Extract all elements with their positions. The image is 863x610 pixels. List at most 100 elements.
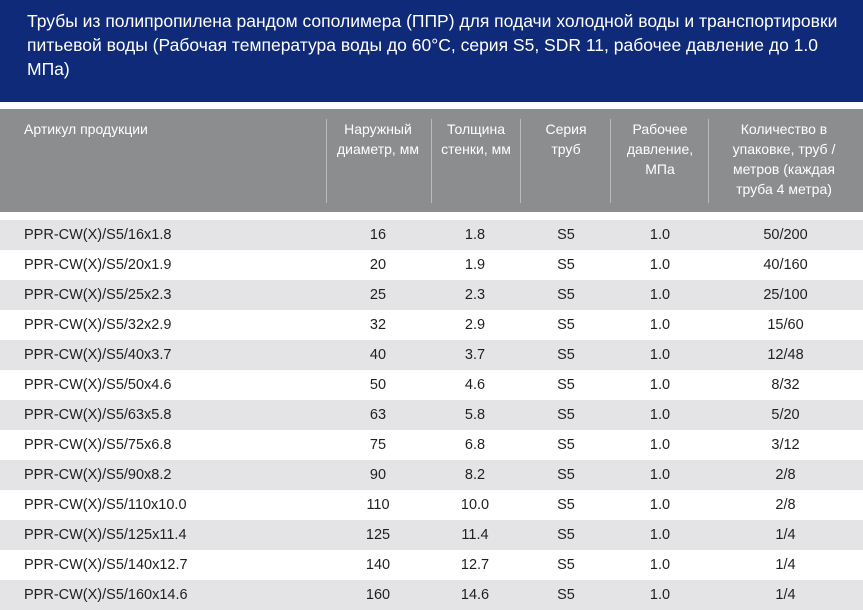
cell-outer-diameter: 140 — [365, 557, 391, 573]
cell-article: PPR-CW(X)/S5/16x1.8 — [24, 227, 172, 243]
column-divider — [610, 119, 611, 203]
cell-series: S5 — [557, 407, 575, 423]
cell-package-qty: 1/4 — [775, 527, 796, 543]
cell-series: S5 — [557, 347, 575, 363]
cell-package-qty: 40/160 — [763, 257, 808, 273]
cell-series: S5 — [557, 287, 575, 303]
cell-series: S5 — [557, 257, 575, 273]
cell-series: S5 — [557, 227, 575, 243]
table-row: PPR-CW(X)/S5/32x2.9 32 2.9 S5 1.0 15/60 — [0, 310, 863, 340]
cell-outer-diameter: 75 — [369, 437, 387, 453]
cell-article: PPR-CW(X)/S5/32x2.9 — [24, 317, 172, 333]
cell-pressure: 1.0 — [649, 227, 671, 243]
cell-series: S5 — [557, 317, 575, 333]
table-row: PPR-CW(X)/S5/20x1.9 20 1.9 S5 1.0 40/160 — [0, 250, 863, 280]
cell-series: S5 — [557, 377, 575, 393]
cell-wall-thickness: 14.6 — [460, 587, 490, 603]
cell-pressure: 1.0 — [649, 467, 671, 483]
cell-wall-thickness: 2.3 — [464, 287, 486, 303]
cell-article: PPR-CW(X)/S5/160x14.6 — [24, 587, 188, 603]
cell-pressure: 1.0 — [649, 407, 671, 423]
table-body: PPR-CW(X)/S5/16x1.8 16 1.8 S5 1.0 50/200 PPR-C… — [0, 220, 863, 610]
cell-package-qty: 50/200 — [763, 227, 808, 243]
cell-article: PPR-CW(X)/S5/110x10.0 — [24, 497, 187, 513]
cell-wall-thickness: 10.0 — [460, 497, 490, 513]
table-row: PPR-CW(X)/S5/63x5.8 63 5.8 S5 1.0 5/20 — [0, 400, 863, 430]
cell-package-qty: 3/12 — [771, 437, 800, 453]
column-header-article: Артикул продукции — [24, 121, 148, 137]
cell-series: S5 — [557, 467, 575, 483]
cell-pressure: 1.0 — [649, 287, 671, 303]
cell-package-qty: 25/100 — [763, 287, 808, 303]
cell-outer-diameter: 63 — [369, 407, 387, 423]
cell-article: PPR-CW(X)/S5/125x11.4 — [24, 527, 187, 543]
column-header-outer-diameter: Наружный диаметр, мм — [337, 121, 419, 157]
cell-pressure: 1.0 — [649, 557, 671, 573]
cell-outer-diameter: 25 — [369, 287, 387, 303]
cell-outer-diameter: 20 — [369, 257, 387, 273]
cell-wall-thickness: 3.7 — [464, 347, 486, 363]
cell-series: S5 — [557, 557, 575, 573]
cell-outer-diameter: 32 — [369, 317, 387, 333]
cell-outer-diameter: 90 — [369, 467, 387, 483]
table-row: PPR-CW(X)/S5/110x10.0 110 10.0 S5 1.0 2/8 — [0, 490, 863, 520]
cell-wall-thickness: 1.8 — [464, 227, 486, 243]
cell-pressure: 1.0 — [649, 377, 671, 393]
cell-article: PPR-CW(X)/S5/75x6.8 — [24, 437, 172, 453]
cell-outer-diameter: 110 — [366, 497, 390, 513]
cell-wall-thickness: 11.4 — [461, 527, 489, 543]
cell-package-qty: 2/8 — [775, 467, 796, 483]
cell-series: S5 — [557, 527, 575, 543]
cell-pressure: 1.0 — [649, 437, 671, 453]
cell-series: S5 — [557, 497, 575, 513]
cell-wall-thickness: 4.6 — [464, 377, 486, 393]
column-divider — [431, 119, 432, 203]
cell-package-qty: 2/8 — [775, 497, 796, 513]
table-row: PPR-CW(X)/S5/140x12.7 140 12.7 S5 1.0 1/4 — [0, 550, 863, 580]
table-row: PPR-CW(X)/S5/90x8.2 90 8.2 S5 1.0 2/8 — [0, 460, 863, 490]
column-divider — [326, 119, 327, 203]
title-banner: Трубы из полипропилена рандом сополимера… — [0, 0, 863, 102]
cell-article: PPR-CW(X)/S5/40x3.7 — [24, 347, 172, 363]
cell-wall-thickness: 5.8 — [464, 407, 486, 423]
table-row: PPR-CW(X)/S5/160x14.6 160 14.6 S5 1.0 1/4 — [0, 580, 863, 610]
table-row: PPR-CW(X)/S5/16x1.8 16 1.8 S5 1.0 50/200 — [0, 220, 863, 250]
cell-package-qty: 5/20 — [771, 407, 800, 423]
table-row: PPR-CW(X)/S5/75x6.8 75 6.8 S5 1.0 3/12 — [0, 430, 863, 460]
table-row: PPR-CW(X)/S5/25x2.3 25 2.3 S5 1.0 25/100 — [0, 280, 863, 310]
column-divider — [520, 119, 521, 203]
cell-package-qty: 15/60 — [767, 317, 804, 333]
column-header-package-qty: Количество в упаковке, труб / метров (ка… — [732, 121, 836, 197]
column-header-wall-thickness: Толщина стенки, мм — [441, 121, 511, 157]
cell-outer-diameter: 40 — [369, 347, 387, 363]
banner-gap — [0, 102, 863, 109]
cell-wall-thickness: 8.2 — [464, 467, 486, 483]
cell-package-qty: 1/4 — [775, 557, 796, 573]
table-row: PPR-CW(X)/S5/125x11.4 125 11.4 S5 1.0 1/4 — [0, 520, 863, 550]
table-title: Трубы из полипропилена рандом сополимера… — [27, 11, 838, 79]
cell-pressure: 1.0 — [649, 527, 671, 543]
table-row: PPR-CW(X)/S5/50x4.6 50 4.6 S5 1.0 8/32 — [0, 370, 863, 400]
cell-pressure: 1.0 — [649, 257, 671, 273]
column-header-row: Артикул продукции Наружный диаметр, мм Т… — [0, 109, 863, 212]
cell-article: PPR-CW(X)/S5/140x12.7 — [24, 557, 188, 573]
column-divider — [708, 119, 709, 203]
cell-outer-diameter: 160 — [365, 587, 391, 603]
cell-package-qty: 8/32 — [771, 377, 800, 393]
cell-wall-thickness: 2.9 — [464, 317, 486, 333]
cell-article: PPR-CW(X)/S5/63x5.8 — [24, 407, 172, 423]
cell-wall-thickness: 12.7 — [460, 557, 490, 573]
cell-article: PPR-CW(X)/S5/20x1.9 — [24, 257, 172, 273]
cell-package-qty: 1/4 — [775, 587, 796, 603]
cell-outer-diameter: 16 — [369, 227, 387, 243]
column-header-pressure: Рабочее давление, МПа — [626, 121, 694, 177]
cell-pressure: 1.0 — [649, 497, 671, 513]
cell-pressure: 1.0 — [649, 587, 671, 603]
cell-wall-thickness: 6.8 — [464, 437, 486, 453]
table-row: PPR-CW(X)/S5/40x3.7 40 3.7 S5 1.0 12/48 — [0, 340, 863, 370]
cell-article: PPR-CW(X)/S5/50x4.6 — [24, 377, 172, 393]
column-header-series: Серия труб — [545, 121, 587, 157]
cell-article: PPR-CW(X)/S5/90x8.2 — [24, 467, 172, 483]
cell-series: S5 — [557, 437, 575, 453]
cell-pressure: 1.0 — [649, 317, 671, 333]
